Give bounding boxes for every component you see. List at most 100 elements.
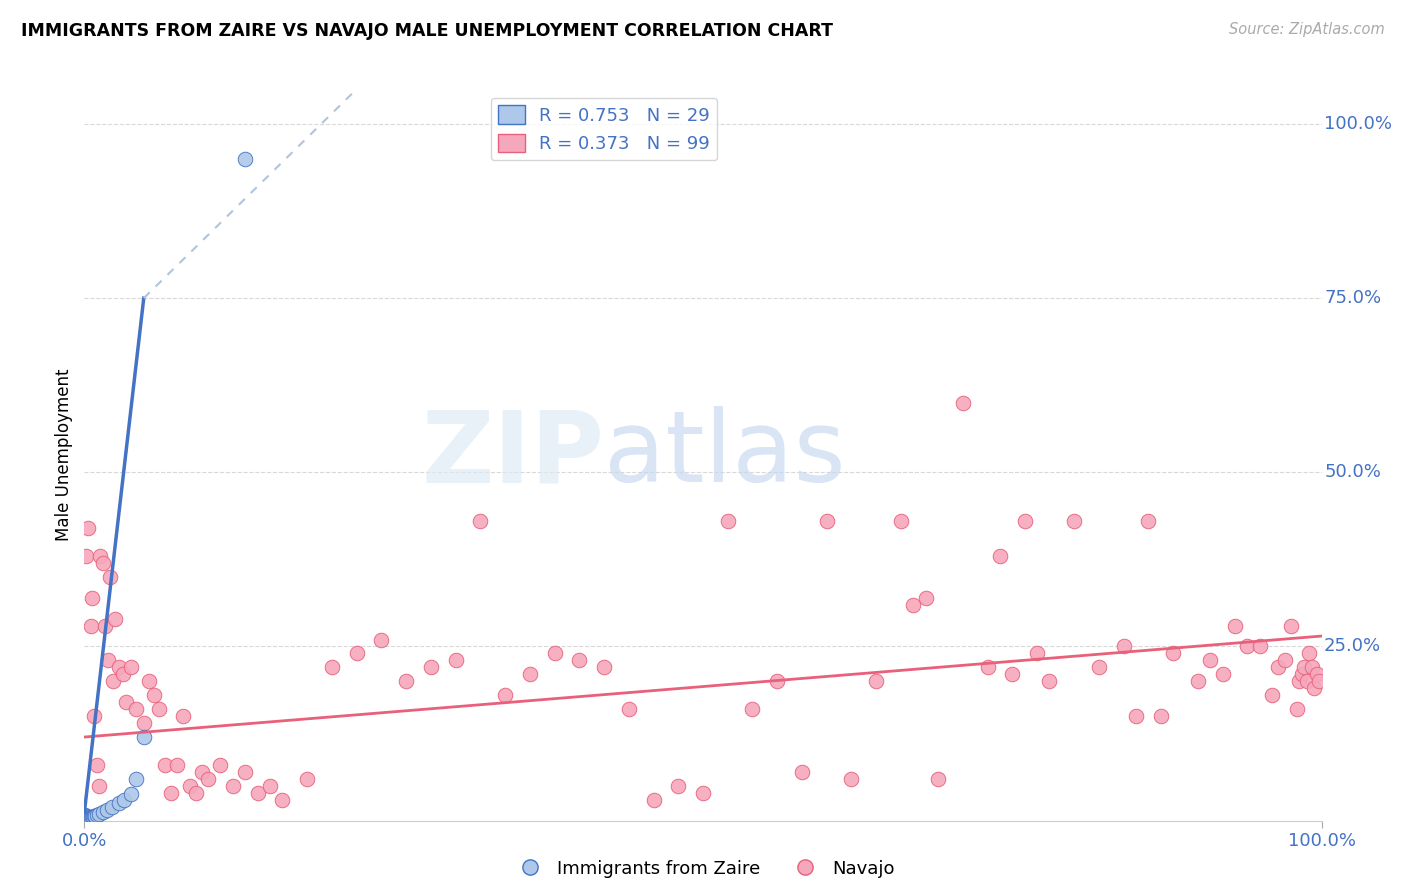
Point (444, 653, 467, 667)
Point (112, 793, 135, 807)
Point (976, 660, 998, 674)
Point (191, 764, 214, 779)
Point (1305, 667, 1327, 681)
Point (75, 549, 97, 563)
Point (1236, 640, 1258, 654)
Point (741, 702, 763, 716)
Point (643, 793, 665, 807)
Point (865, 674, 887, 689)
Point (197, 772, 219, 786)
Point (1212, 667, 1234, 681)
Point (111, 667, 134, 681)
Point (1288, 674, 1310, 689)
Legend: Immigrants from Zaire, Navajo: Immigrants from Zaire, Navajo (505, 853, 901, 885)
Point (766, 674, 789, 689)
Point (1001, 667, 1024, 681)
Point (83, 809, 105, 823)
Point (84, 809, 107, 823)
Point (1014, 514, 1036, 528)
Point (321, 660, 343, 674)
Point (1303, 681, 1326, 696)
Point (233, 152, 256, 166)
Point (89, 779, 111, 793)
Point (77, 521, 100, 535)
Point (83, 709, 105, 723)
Point (988, 549, 1011, 563)
Point (1291, 667, 1313, 681)
Point (125, 702, 148, 716)
Point (295, 772, 318, 786)
Point (79, 811, 101, 825)
Point (160, 786, 183, 800)
Point (1063, 514, 1085, 528)
Point (73, 810, 96, 824)
Point (395, 674, 418, 689)
Point (914, 591, 936, 605)
Point (120, 787, 142, 801)
Point (246, 786, 269, 800)
Point (96, 803, 118, 817)
Point (132, 730, 155, 744)
Point (1267, 660, 1289, 674)
Point (94, 618, 117, 632)
Point (76, 812, 98, 826)
Point (1125, 709, 1147, 723)
Point (98, 570, 121, 584)
Point (419, 660, 441, 674)
Point (1274, 653, 1296, 667)
Point (841, 772, 863, 786)
Point (1279, 618, 1302, 632)
Point (1301, 660, 1323, 674)
Point (209, 758, 232, 772)
Point (148, 702, 170, 716)
Point (77, 811, 100, 825)
Point (271, 793, 294, 807)
Text: 100.0%: 100.0% (1324, 115, 1392, 133)
Point (222, 779, 245, 793)
Point (82, 810, 104, 824)
Point (75, 809, 97, 823)
Point (470, 514, 492, 528)
Point (91, 805, 114, 820)
Point (89, 806, 111, 821)
Text: 75.0%: 75.0% (1324, 289, 1381, 307)
Text: atlas: atlas (605, 407, 845, 503)
Point (890, 514, 912, 528)
Point (100, 799, 122, 814)
Point (172, 709, 194, 723)
Point (1199, 653, 1222, 667)
Point (80, 810, 103, 824)
Text: 50.0%: 50.0% (1324, 463, 1381, 482)
Point (125, 772, 148, 786)
Point (666, 779, 689, 793)
Point (76, 811, 98, 825)
Point (568, 653, 591, 667)
Point (1187, 674, 1209, 689)
Point (519, 667, 541, 681)
Point (153, 758, 176, 772)
Point (1150, 709, 1173, 723)
Point (1112, 640, 1135, 654)
Point (233, 764, 256, 779)
Point (97, 653, 120, 667)
Point (927, 772, 949, 786)
Point (1137, 514, 1160, 528)
Point (132, 716, 155, 731)
Point (80, 591, 103, 605)
Point (1038, 674, 1060, 689)
Point (76, 812, 98, 826)
Point (101, 674, 124, 689)
Point (1295, 674, 1317, 689)
Point (75, 812, 97, 826)
Point (346, 647, 368, 661)
Point (717, 514, 740, 528)
Point (815, 514, 838, 528)
Point (79, 812, 101, 826)
Point (790, 764, 813, 779)
Point (86, 758, 108, 772)
Point (104, 612, 127, 626)
Point (1308, 674, 1330, 689)
Point (77, 812, 100, 826)
Point (79, 618, 101, 632)
Point (166, 758, 188, 772)
